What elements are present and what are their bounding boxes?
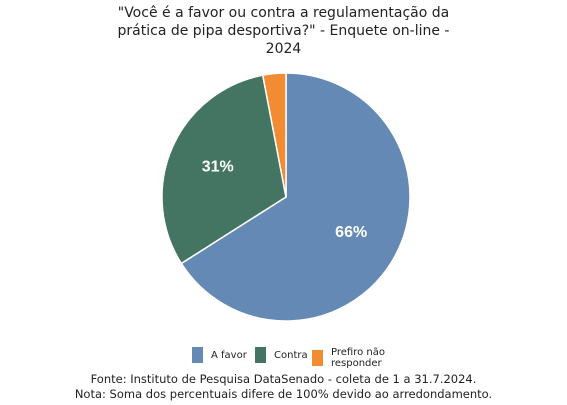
legend-swatch-prefiro xyxy=(312,350,323,366)
legend-swatch-a-favor xyxy=(192,347,203,363)
legend-item-prefiro: Prefiro não responder xyxy=(312,347,385,369)
footer-note: Nota: Soma dos percentuais difere de 100… xyxy=(74,387,493,401)
legend-label-contra: Contra xyxy=(274,349,308,361)
footer-source: Fonte: Instituto de Pesquisa DataSenado … xyxy=(90,372,477,386)
pie-slice-a-favor xyxy=(180,72,411,322)
pie-slice-contra xyxy=(161,74,287,265)
legend-item-a-favor: A favor xyxy=(192,347,247,363)
chart-title-line-2: prática de pipa desportiva?" - Enquete o… xyxy=(117,23,450,39)
chart-title-line-3: 2024 xyxy=(265,41,302,57)
legend-label-prefiro-line-2: responder xyxy=(331,358,382,369)
legend-label-prefiro-line-1: Prefiro não xyxy=(331,347,385,358)
legend-swatch-contra xyxy=(255,347,266,363)
chart-title: "Você é a favor ou contra a regulamentaç… xyxy=(0,4,567,58)
legend-item-contra: Contra xyxy=(255,347,308,363)
legend-label-a-favor: A favor xyxy=(211,349,247,361)
pie-slice-prefiro-n-o-responder xyxy=(261,72,287,198)
data-label-a-favor: 66% xyxy=(335,224,367,241)
chart-legend: A favor Contra Prefiro não responder xyxy=(0,345,567,375)
chart-title-line-1: "Você é a favor ou contra a regulamentaç… xyxy=(117,5,450,21)
data-label-contra: 31% xyxy=(202,159,234,176)
legend-label-prefiro: Prefiro não responder xyxy=(331,347,385,369)
